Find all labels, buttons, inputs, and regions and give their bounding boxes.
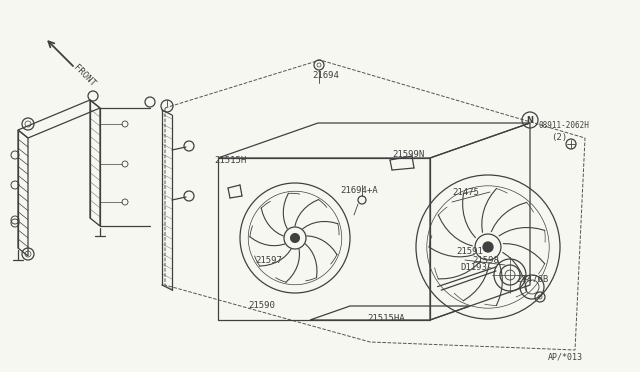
Text: 21591: 21591 [456,247,483,256]
Text: 21598: 21598 [472,256,499,265]
Text: 21599N: 21599N [392,150,424,159]
Text: 08911-2062H: 08911-2062H [539,121,590,130]
Text: 21515HA: 21515HA [367,314,404,323]
Text: D1193-: D1193- [460,263,492,272]
Text: 21694: 21694 [312,71,339,80]
Text: 21476B: 21476B [516,275,548,284]
Text: 21475: 21475 [452,188,479,197]
Text: AP/*013: AP/*013 [548,353,583,362]
Text: 21694+A: 21694+A [340,186,378,195]
Circle shape [483,242,493,252]
Text: 21515H: 21515H [214,156,246,165]
Circle shape [291,234,300,243]
Text: (2): (2) [551,133,567,142]
Text: FRONT: FRONT [72,63,97,89]
Text: N: N [527,116,534,125]
Text: 21590: 21590 [248,301,275,310]
Text: 21597: 21597 [255,256,282,265]
